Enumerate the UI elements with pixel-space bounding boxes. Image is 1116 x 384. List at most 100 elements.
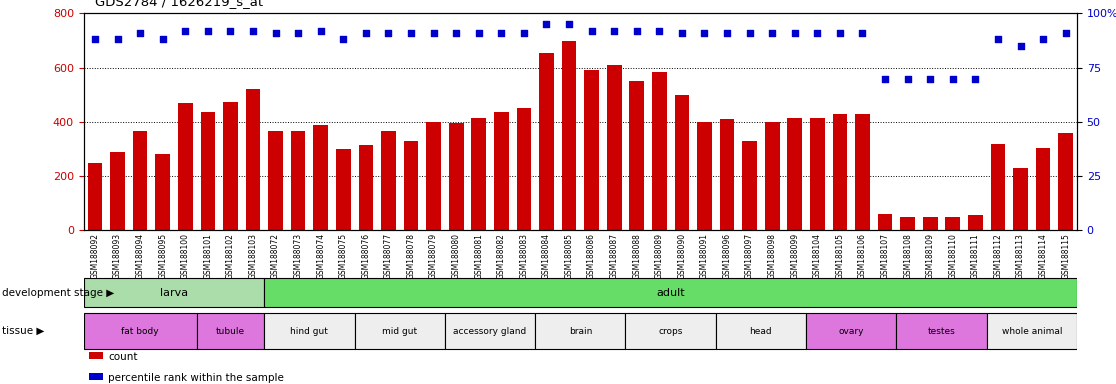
Point [221,28,239,34]
Text: head: head [750,327,772,336]
Text: testes: testes [927,327,955,336]
Bar [833,114,847,230]
Point [311,28,329,34]
Bar [536,313,625,349]
Bar [336,149,350,230]
Bar [968,215,983,230]
Text: accessory gland: accessory gland [453,327,527,336]
Bar [1058,133,1072,230]
Bar [84,313,196,349]
Point [695,30,713,36]
Point [176,28,194,34]
Bar [88,162,103,230]
Bar [810,118,825,230]
Point [357,30,375,36]
Bar [445,313,536,349]
Text: brain: brain [569,327,591,336]
Bar [987,313,1077,349]
Point [898,76,916,82]
Point [854,30,872,36]
Bar [291,131,306,230]
Point [966,76,984,82]
Bar [449,123,463,230]
Bar [177,103,193,230]
Point [379,30,397,36]
Point [108,36,126,43]
Point [514,30,532,36]
Bar [698,122,712,230]
Point [989,36,1007,43]
Point [922,76,940,82]
Text: percentile rank within the sample: percentile rank within the sample [108,373,285,383]
Bar [720,119,734,230]
Point [492,30,510,36]
Bar [264,313,355,349]
Text: hind gut: hind gut [290,327,328,336]
Point [628,28,646,34]
Text: crops: crops [658,327,683,336]
Bar [788,118,802,230]
Point [786,30,804,36]
Point [86,36,104,43]
Point [470,30,488,36]
Bar [264,278,1077,308]
Point [402,30,420,36]
Bar [314,125,328,230]
Bar [404,141,418,230]
Bar [155,154,170,230]
Bar [742,141,757,230]
Point [560,21,578,27]
Text: adult: adult [656,288,685,298]
Bar [806,313,896,349]
Bar [268,131,283,230]
Bar [877,214,893,230]
Text: whole animal: whole animal [1001,327,1062,336]
Point [1035,36,1052,43]
Bar [246,89,260,230]
Bar [517,108,531,230]
Bar [991,144,1006,230]
Bar [674,95,690,230]
Point [605,28,623,34]
Text: development stage ▶: development stage ▶ [2,288,115,298]
Bar [539,53,554,230]
Bar [923,217,937,230]
Point [538,21,556,27]
Bar [625,313,715,349]
Point [583,28,600,34]
Bar [358,145,373,230]
Point [741,30,759,36]
Point [132,30,150,36]
Bar [110,152,125,230]
Point [448,30,465,36]
Bar [84,278,264,308]
Bar [629,81,644,230]
Point [673,30,691,36]
Point [876,76,894,82]
Point [289,30,307,36]
Text: mid gut: mid gut [382,327,417,336]
Point [1011,43,1029,49]
Bar [652,72,666,230]
Point [425,30,443,36]
Point [718,30,735,36]
Point [154,36,172,43]
Point [199,28,217,34]
Point [831,30,849,36]
Bar [855,114,869,230]
Bar [896,313,987,349]
Point [944,76,962,82]
Text: ovary: ovary [838,327,864,336]
Bar [901,217,915,230]
Bar [945,217,960,230]
Point [1057,30,1075,36]
Point [335,36,353,43]
Bar [201,113,215,230]
Bar [494,113,509,230]
Point [808,30,826,36]
Point [651,28,668,34]
Bar [355,313,445,349]
Bar [585,70,599,230]
Bar [1013,168,1028,230]
Point [244,28,262,34]
